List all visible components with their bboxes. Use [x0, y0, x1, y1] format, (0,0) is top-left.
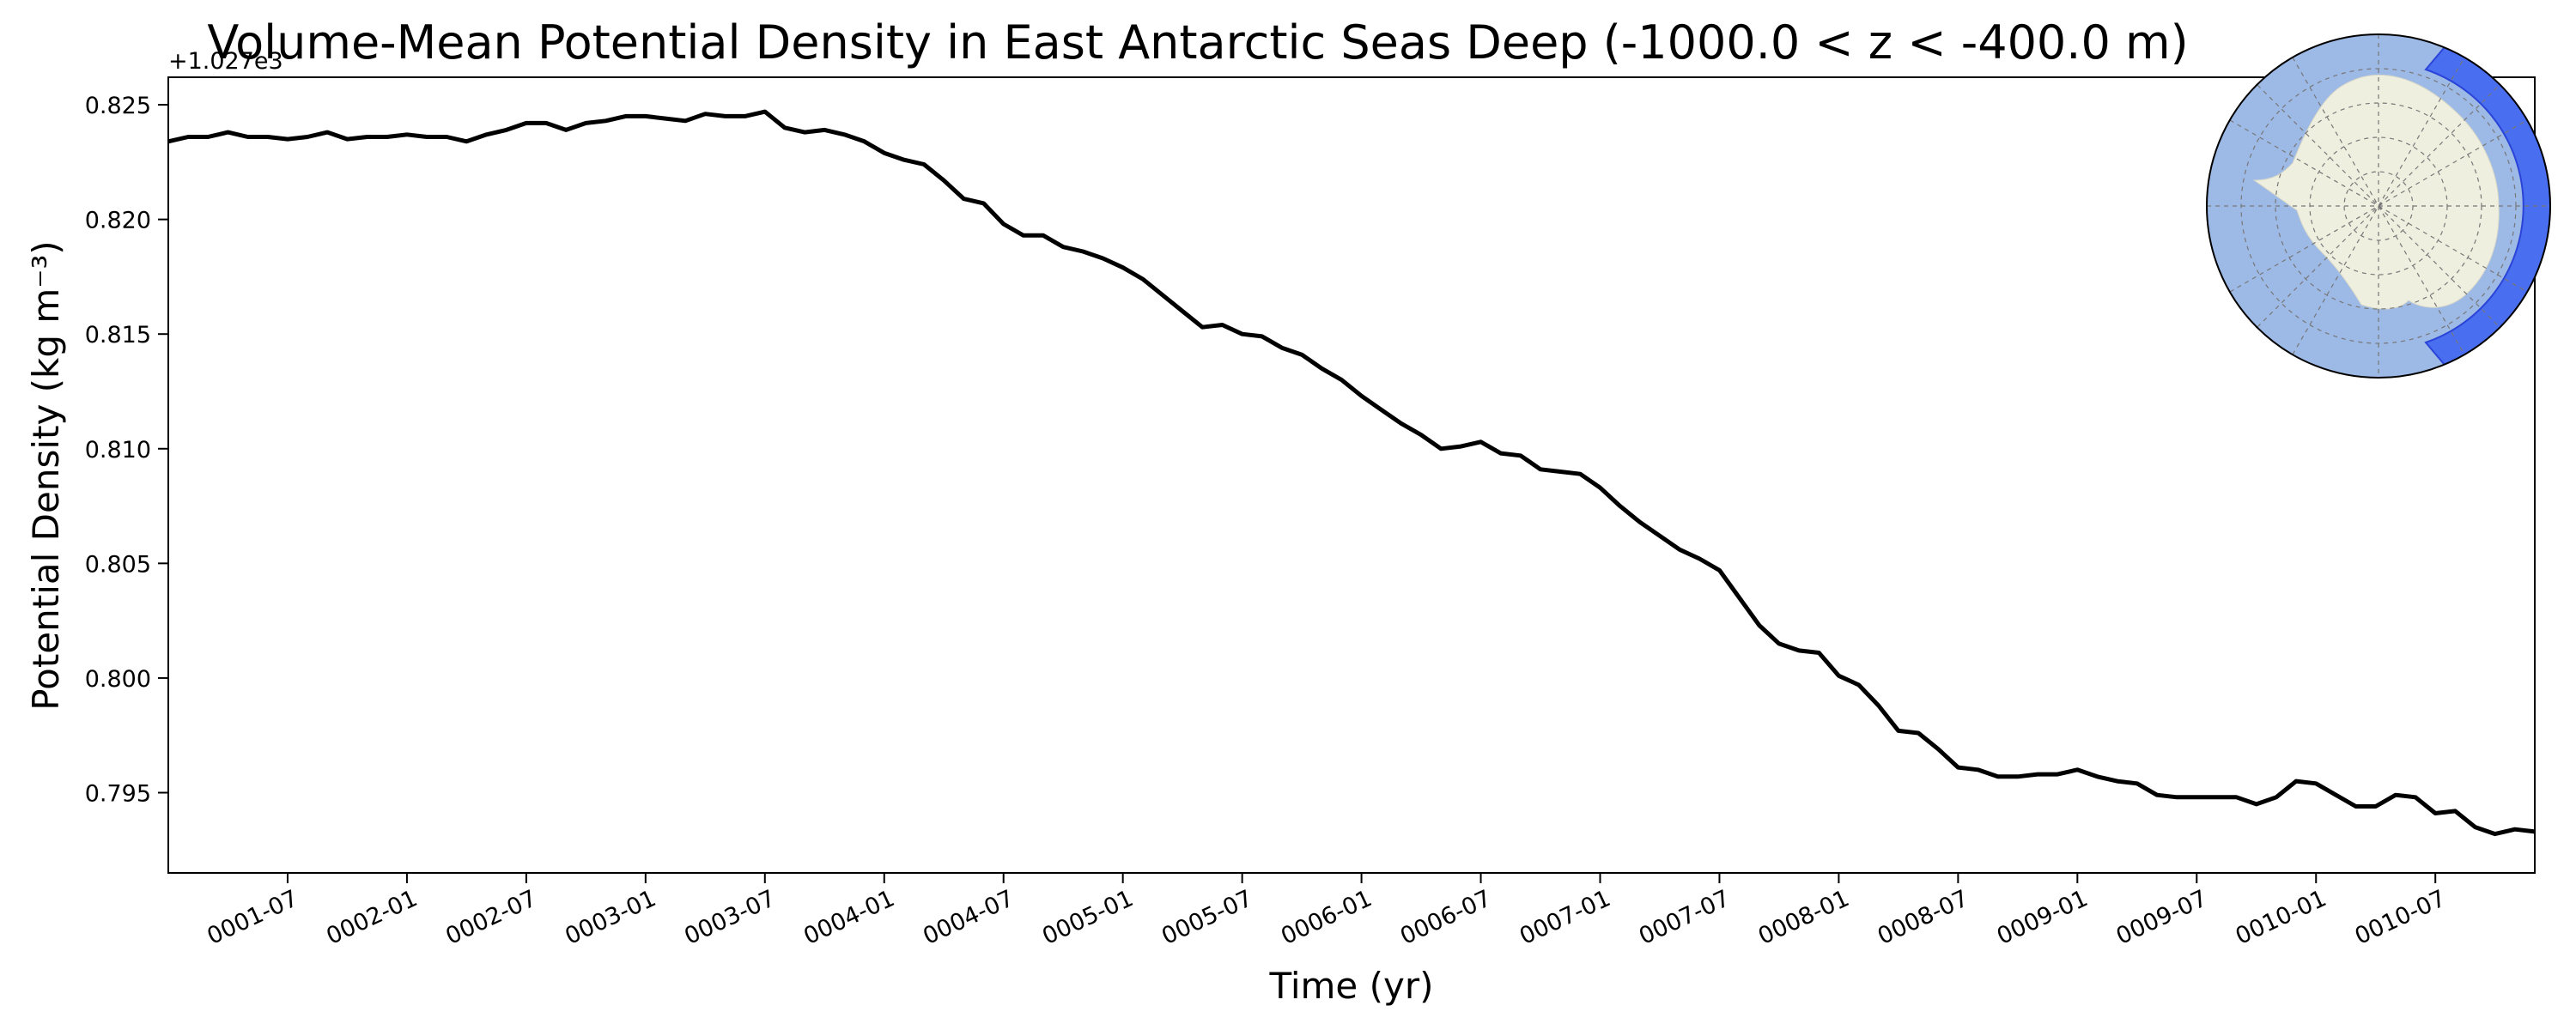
y-offset-label: +1.027e3	[168, 48, 283, 75]
x-tick-label: 0002-07	[441, 885, 540, 950]
x-axis: 0001-07 0002-01 0002-07 0003-01 0003-07 0004-…	[204, 873, 2450, 950]
x-tick-label: 0005-07	[1157, 885, 1256, 950]
y-tick-label: 0.795	[85, 780, 151, 807]
x-tick-label: 0007-07	[1635, 885, 1734, 950]
x-axis-label: Time (yr)	[1268, 965, 1433, 1007]
x-tick-label: 0007-01	[1516, 885, 1614, 950]
x-tick-label: 0006-01	[1277, 885, 1376, 950]
x-tick-label: 0010-07	[2351, 885, 2450, 950]
x-tick-label: 0002-01	[323, 885, 422, 950]
x-tick-label: 0003-01	[561, 885, 659, 950]
y-tick-label: 0.800	[85, 666, 151, 693]
line-layer	[167, 109, 2536, 837]
y-tick-label: 0.825	[85, 93, 151, 119]
graticule	[2207, 34, 2550, 378]
x-tick-label: 0010-01	[2232, 885, 2330, 950]
plot-frame	[167, 76, 2536, 874]
y-axis-label: Potential Density (kg m⁻³)	[25, 240, 67, 710]
chart-title: Volume-Mean Potential Density in East An…	[207, 15, 2188, 70]
y-tick-label: 0.805	[85, 551, 151, 578]
antarctica-landmass	[2252, 74, 2500, 310]
series-line	[167, 109, 2536, 837]
x-tick-label: 0001-07	[204, 885, 302, 950]
x-tick-label: 0005-01	[1038, 885, 1137, 950]
x-tick-label: 0009-01	[1993, 885, 2092, 950]
x-tick-label: 0004-07	[919, 885, 1018, 950]
y-tick-label: 0.815	[85, 322, 151, 348]
y-tick-label: 0.810	[85, 437, 151, 464]
x-tick-label: 0006-07	[1396, 885, 1495, 950]
x-tick-label: 0009-07	[2112, 885, 2211, 950]
x-tick-label: 0008-01	[1754, 885, 1853, 950]
y-tick-label: 0.820	[85, 208, 151, 234]
x-tick-label: 0008-07	[1874, 885, 1972, 950]
inset-map	[2206, 33, 2551, 379]
x-tick-label: 0003-07	[680, 885, 779, 950]
x-tick-label: 0004-01	[799, 885, 898, 950]
map-border	[2206, 33, 2551, 379]
y-axis: 0.795 0.800 0.805 0.810 0.815 0.820 0.825	[85, 93, 168, 807]
